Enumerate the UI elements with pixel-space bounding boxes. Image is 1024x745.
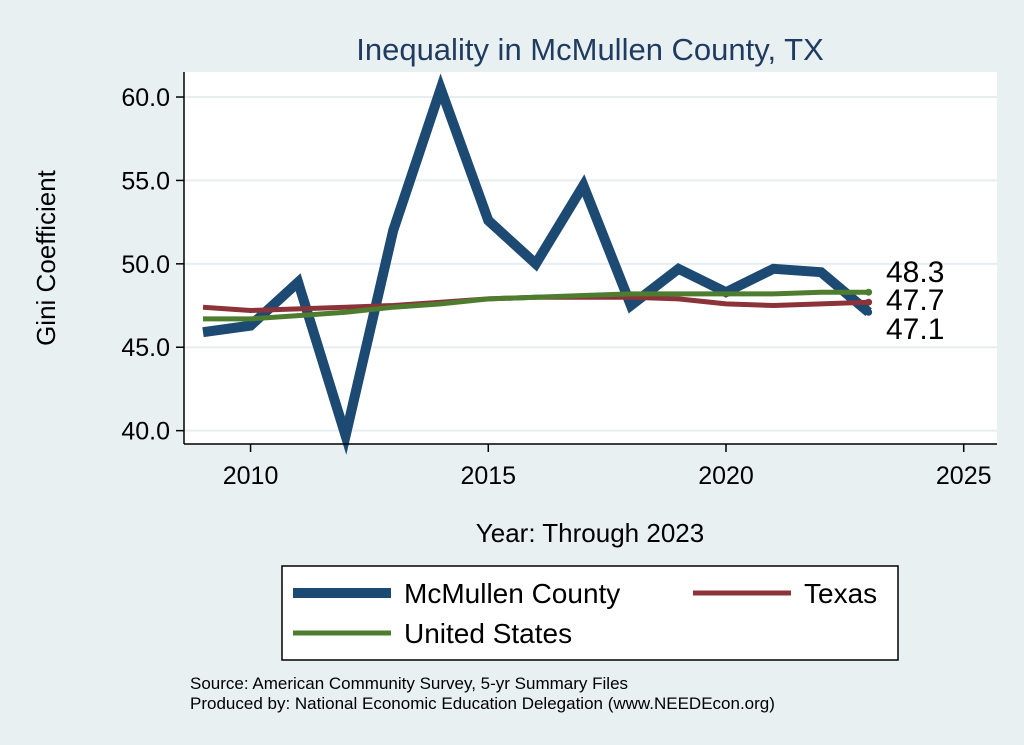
x-tick-label: 2010 [223, 462, 279, 490]
legend: McMullen County Texas United States [281, 565, 899, 661]
end-point-texas [865, 298, 873, 306]
y-tick-label: 45.0 [121, 334, 170, 362]
y-tick-label: 40.0 [121, 418, 170, 446]
legend-label-texas: Texas [804, 578, 877, 609]
series-line-mcmullen-county [202, 73, 872, 455]
plot-area [184, 72, 997, 444]
end-points [865, 288, 873, 316]
y-axis-title: Gini Coefficient [31, 169, 61, 346]
chart-title: Inequality in McMullen County, TX [356, 32, 824, 67]
source-note: Source: American Community Survey, 5-yr … [190, 674, 628, 693]
series-lines [202, 73, 872, 455]
end-point-mcmullen-county [865, 308, 873, 316]
x-tick-label: 2025 [936, 462, 992, 490]
y-tick-label: 60.0 [121, 84, 170, 112]
x-tick-label: 2020 [698, 462, 754, 490]
x-tick-label: 2015 [460, 462, 516, 490]
legend-label-mcmullen-county: McMullen County [404, 578, 620, 609]
end-point-united-states [865, 288, 873, 296]
y-ticks: 40.0 45.0 50.0 55.0 60.0 [121, 84, 184, 446]
end-label-united-states: 48.3 [886, 256, 944, 289]
series-line-united-states [203, 289, 869, 322]
legend-box [281, 565, 899, 661]
legend-label-united-states: United States [404, 618, 572, 649]
producer-note: Produced by: National Economic Education… [190, 694, 775, 713]
y-tick-label: 55.0 [121, 167, 170, 195]
end-label-mcmullen: 47.1 [886, 313, 944, 346]
y-tick-label: 50.0 [121, 251, 170, 279]
x-ticks: 2010 2015 2020 2025 [223, 444, 992, 490]
end-label-texas: 47.7 [886, 284, 944, 317]
x-axis-title: Year: Through 2023 [476, 518, 704, 548]
